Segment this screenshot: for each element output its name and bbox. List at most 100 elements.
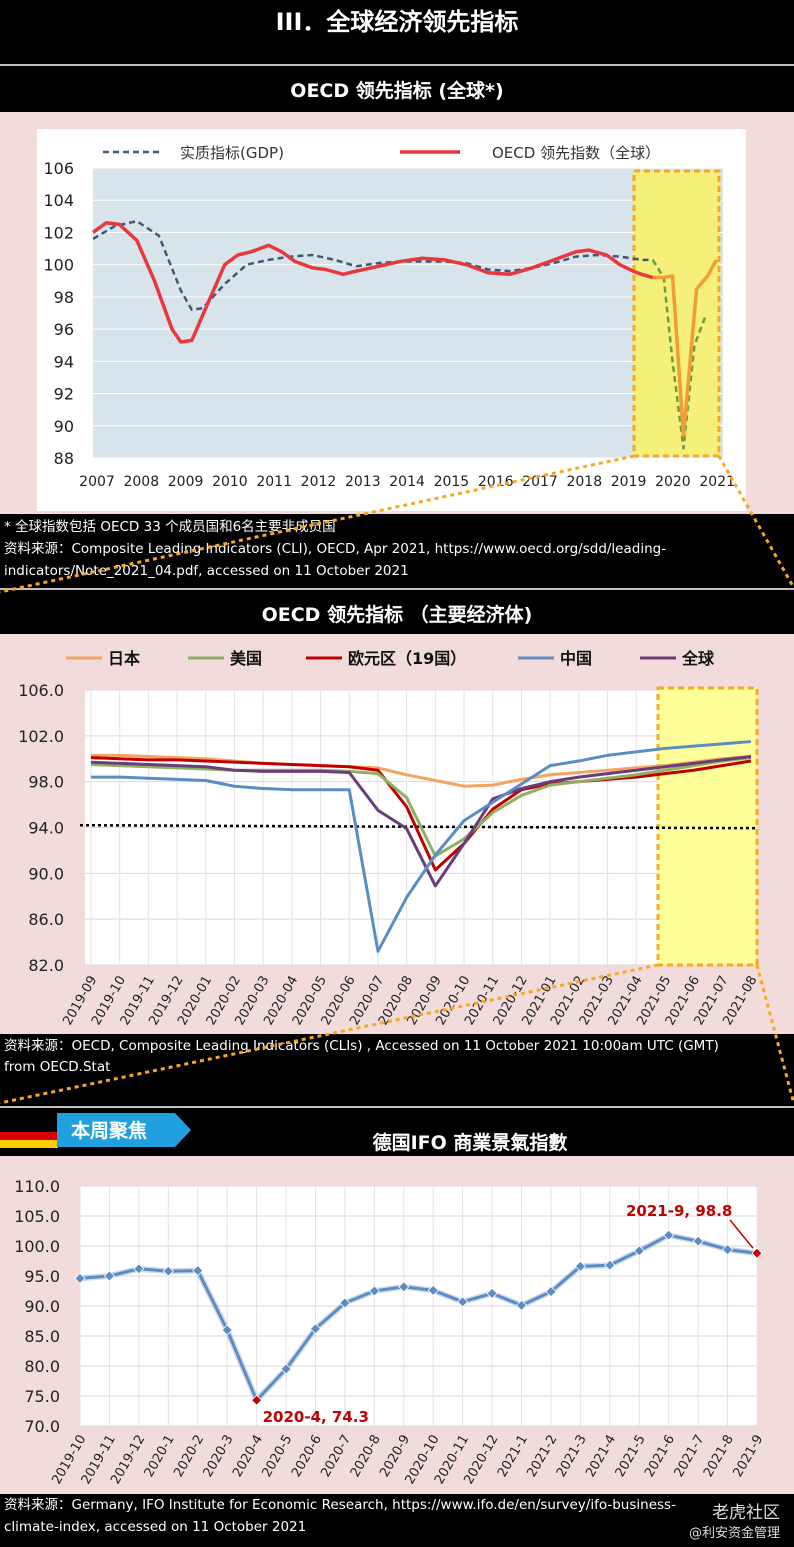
chart1-y-tick: 102 [43, 223, 74, 242]
chart2-legend-label: 中国 [560, 649, 592, 668]
chart3-data-point [398, 1281, 410, 1293]
chart2-note-2: from OECD.Stat [4, 1059, 111, 1075]
connector-line [717, 455, 794, 589]
chart1-x-tick: 2013 [345, 474, 381, 490]
chart2-legend-label: 欧元区（19国） [348, 649, 466, 668]
chart1-y-tick: 106 [43, 159, 74, 178]
chart2-y-tick: 82.0 [28, 956, 64, 975]
chart3-data-point [133, 1263, 145, 1275]
watermark-brand: 老虎社区 [712, 1503, 780, 1523]
chart3-y-tick: 85.0 [24, 1327, 60, 1346]
chart3-data-point [545, 1286, 557, 1298]
chart1-y-tick: 96 [54, 320, 74, 339]
chart3-data-point [251, 1394, 263, 1406]
chart2-series-line [90, 754, 752, 888]
chart2-y-tick: 106.0 [18, 681, 64, 700]
chart3-annotation-arrow [729, 1219, 754, 1249]
chart2-series-line [90, 756, 752, 858]
chart3-svg: 110.0 105.0 100.0 95.0 90.0 85.0 80.0 75.0 70.0 2… [14, 1177, 766, 1487]
chart1-series-line [651, 259, 707, 450]
chart1-x-tick: 2015 [434, 474, 470, 490]
chart3-data-point [663, 1229, 675, 1241]
chart3-data-point [515, 1299, 528, 1311]
chart2-y-tick: 102.0 [18, 727, 64, 746]
chart1-y-tick: 88 [54, 449, 74, 468]
chart1-x-tick: 2010 [212, 474, 248, 490]
chart1-series-line [91, 221, 654, 344]
chart1-note-2: 资料来源：Composite Leading Indicators (CLI),… [4, 541, 667, 557]
chart3-y-tick: 70.0 [24, 1417, 60, 1436]
chart1-x-tick: 2018 [566, 474, 602, 490]
chart3-annotation-low: 2020-4, 74.3 [263, 1408, 369, 1426]
chart2-series-line [91, 753, 752, 788]
divider [0, 1106, 794, 1108]
divider [0, 588, 794, 590]
germany-flag-icon [0, 1124, 58, 1148]
chart1-x-tick: 2012 [301, 474, 337, 490]
page-title: III．全球经济领先指标 [275, 8, 519, 36]
chart3-data-point [751, 1247, 763, 1259]
chart3-data-point [74, 1272, 86, 1284]
connector-line [755, 964, 794, 1105]
chart3-y-tick: 75.0 [24, 1387, 60, 1406]
chart3-data-point [486, 1287, 498, 1299]
chart1-y-tick: 92 [54, 385, 74, 404]
connector-line [0, 454, 635, 594]
focus-tag-shape [57, 1113, 191, 1147]
chart3-annotation-latest: 2021-9, 98.8 [626, 1202, 732, 1220]
divider [0, 64, 794, 66]
chart3-y-tick: 110.0 [14, 1177, 60, 1196]
chart2-reference-line [79, 823, 758, 830]
chart3-y-tick: 105.0 [14, 1207, 60, 1226]
focus-tag-label: 本周聚焦 [71, 1119, 147, 1142]
chart2-y-tick: 94.0 [28, 819, 64, 838]
chart2-title: OECD 领先指标 （主要经济体) [261, 604, 533, 626]
chart1-panel: 实质指标(GDP) OECD 领先指数（全球） 106 104 102 100 98 96… [0, 112, 794, 514]
chart3-panel: 110.0 105.0 100.0 95.0 90.0 85.0 80.0 75.0 70.0 2… [0, 1156, 794, 1494]
chart3-data-point [221, 1324, 233, 1336]
chart3-y-tick: 90.0 [24, 1297, 60, 1316]
chart3-data-point [368, 1285, 380, 1297]
chart3-data-point [574, 1260, 586, 1272]
chart1-series-line [652, 258, 718, 438]
chart1-series-line [92, 219, 653, 312]
chart1-note-1: * 全球指数包括 OECD 33 个成员国和6名主要非成员国 [4, 519, 336, 535]
chart3-data-point [103, 1270, 116, 1282]
connector-line [0, 963, 659, 1105]
chart1-legend-cli: OECD 领先指数（全球） [492, 144, 660, 162]
chart1-note-3: indicators/Note_2021_04.pdf, accessed on… [4, 563, 409, 579]
chart1-x-tick: 2021 [699, 474, 735, 490]
chart3-y-tick: 100.0 [14, 1237, 60, 1256]
chart2-legend-label: 美国 [230, 649, 262, 668]
chart1-x-tick: 2019 [611, 474, 647, 490]
chart1-title: OECD 领先指标 (全球*) [290, 80, 504, 102]
chart3-data-point [339, 1297, 351, 1309]
chart3-data-point [457, 1296, 469, 1308]
chart1-x-tick: 2016 [478, 474, 514, 490]
chart2-legend-label: 全球 [681, 649, 715, 668]
chart2-y-tick: 86.0 [28, 910, 64, 929]
chart2-y-tick: 90.0 [28, 864, 64, 883]
chart1-x-tick: 2007 [79, 474, 115, 490]
chart1-y-tick: 94 [54, 352, 74, 371]
chart3-data-point [280, 1363, 292, 1375]
chart3-y-tick: 95.0 [24, 1267, 60, 1286]
chart3-data-point [309, 1323, 322, 1335]
chart1-y-tick: 100 [43, 256, 74, 275]
chart3-data-point [427, 1284, 439, 1296]
chart1-legend-gdp: 实质指标(GDP) [180, 144, 284, 162]
chart2-series-line [91, 740, 752, 953]
chart1-x-tick: 2011 [256, 474, 292, 490]
chart3-note-1: 资料来源：Germany, IFO Institute for Economic… [4, 1497, 676, 1513]
chart2-highlight-box [656, 686, 759, 967]
chart1-y-tick: 104 [43, 191, 74, 210]
chart2-series-line [90, 756, 752, 872]
chart2-note-1: 资料来源：OECD, Composite Leading Indicators … [4, 1038, 719, 1054]
focus-tag: 本周聚焦 [57, 1113, 191, 1147]
chart1-y-tick: 98 [54, 288, 74, 307]
chart2-legend-label: 日本 [108, 649, 140, 668]
chart3-y-tick: 80.0 [24, 1357, 60, 1376]
chart3-data-point [604, 1259, 616, 1271]
chart1-plot-area [93, 168, 723, 458]
